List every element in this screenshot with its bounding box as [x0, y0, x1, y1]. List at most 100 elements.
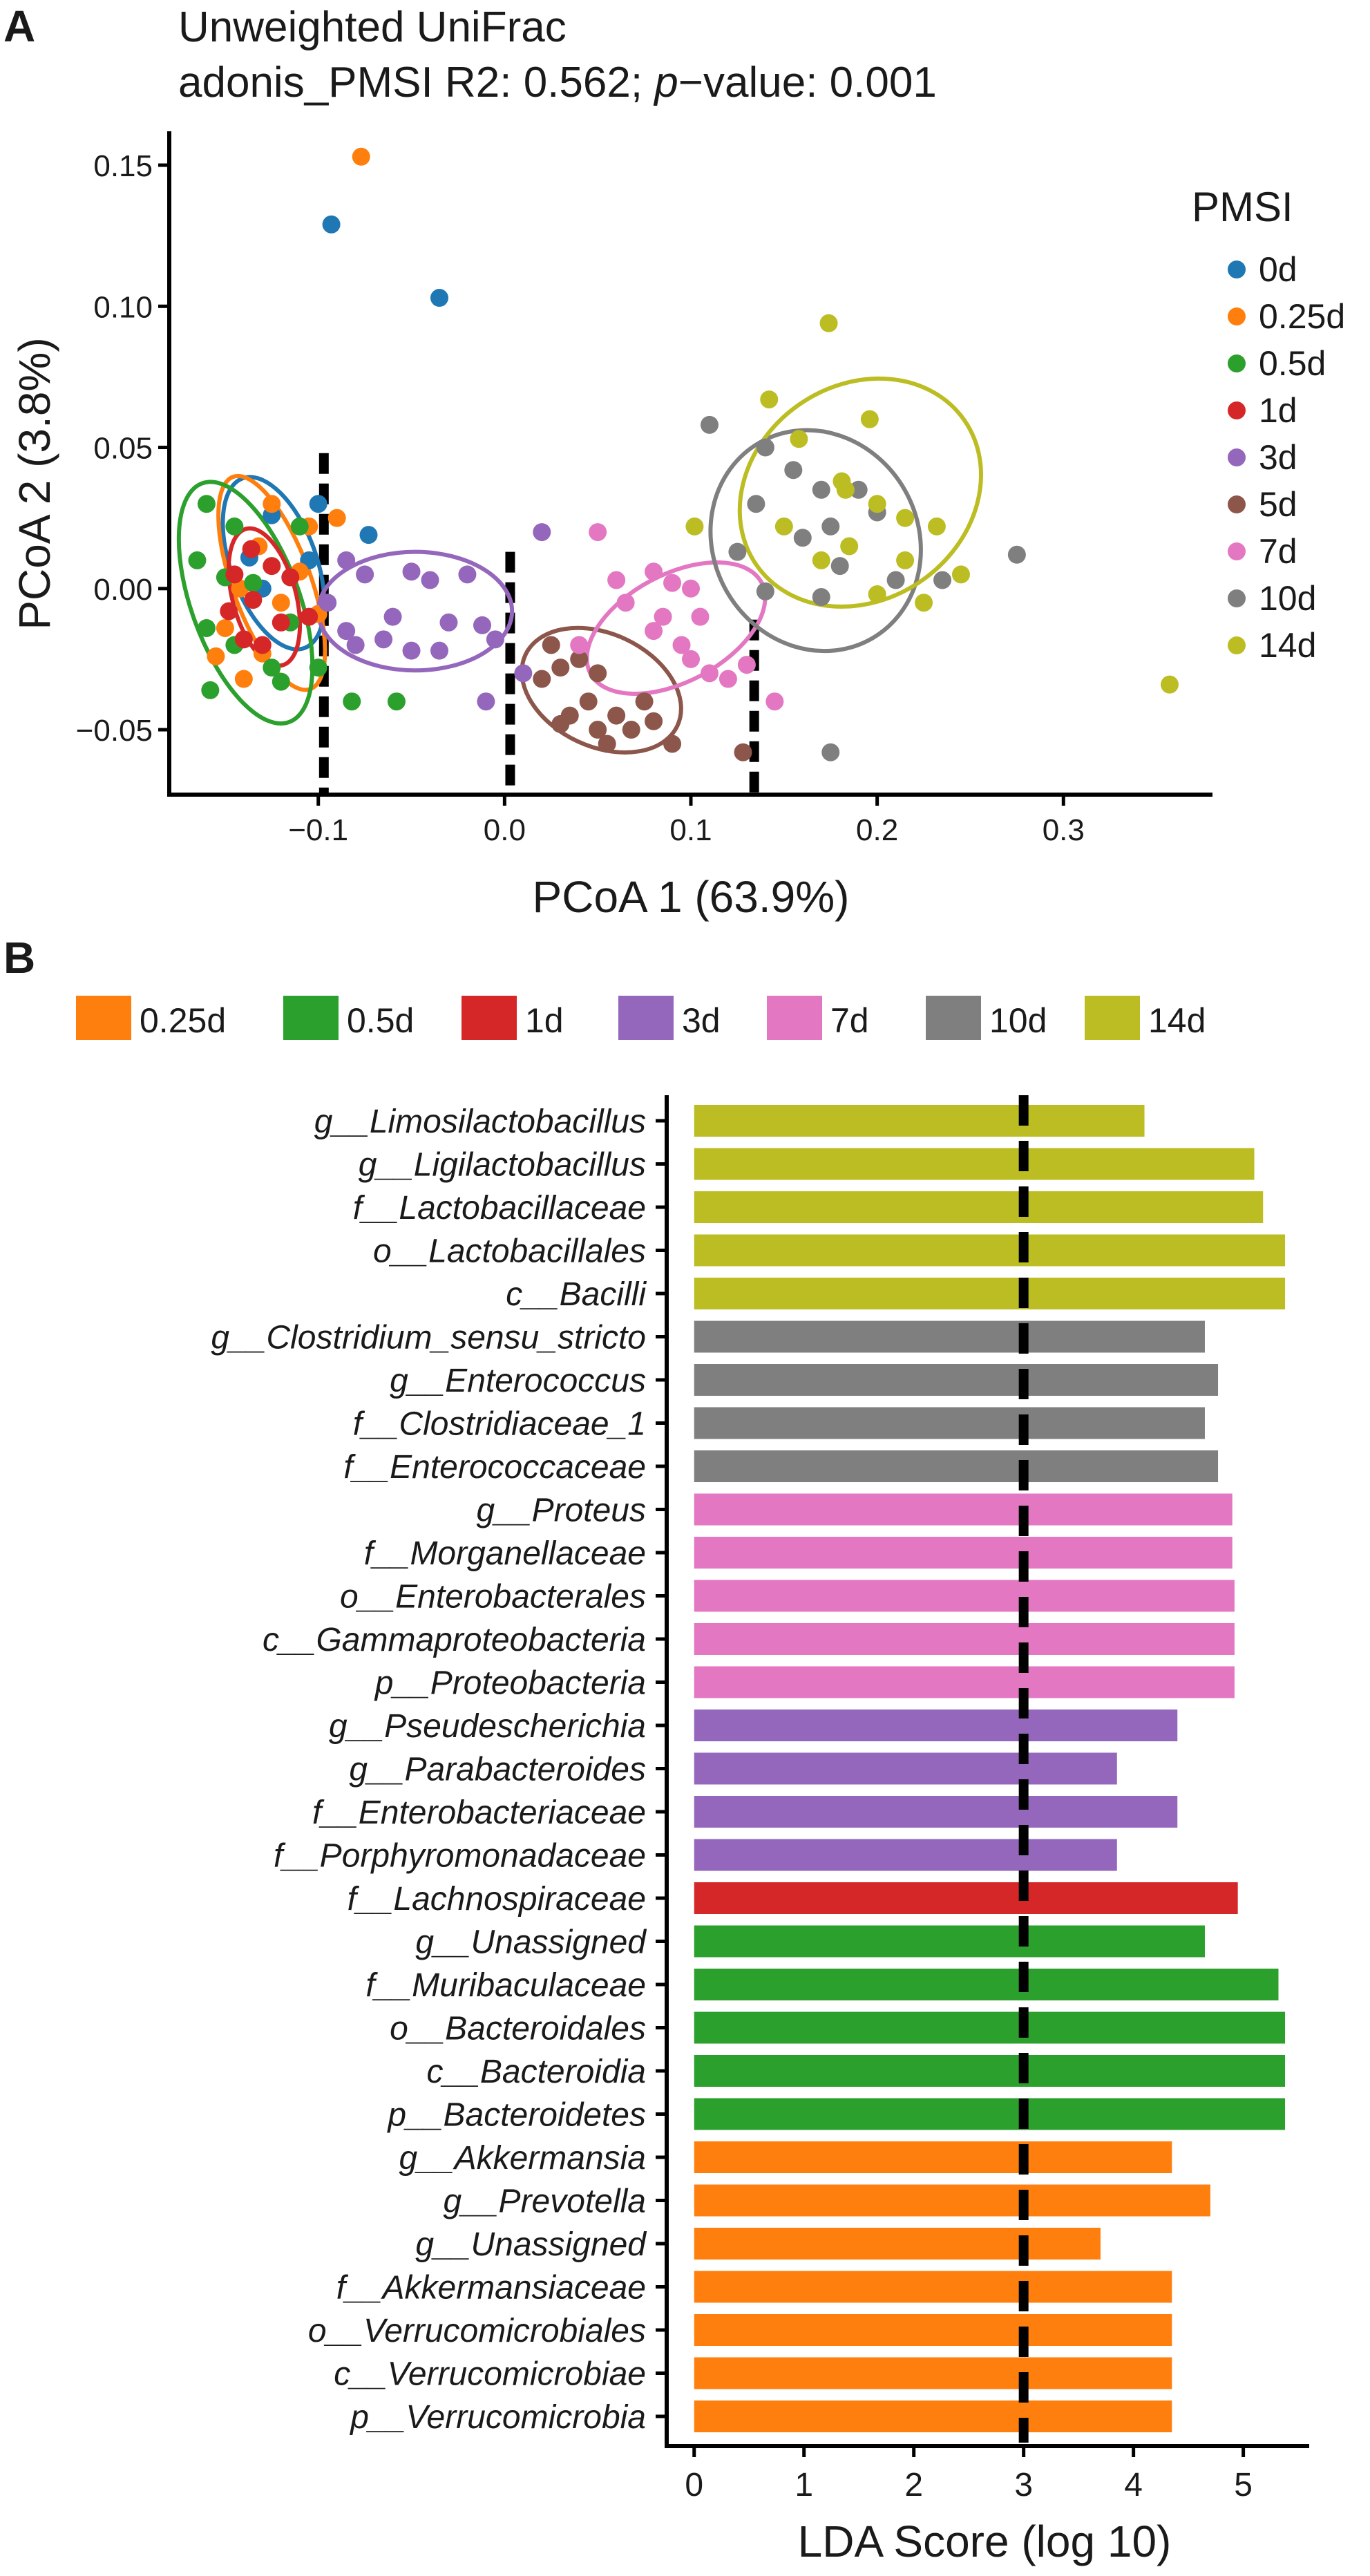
lda-legend-key-0-25d [76, 996, 131, 1040]
point-5d-3 [570, 650, 589, 668]
taxon-label-19: f__Lachnospiraceae [348, 1881, 646, 1917]
point-5d-16 [734, 743, 752, 761]
point-3d-2 [356, 565, 374, 584]
legend-key-5d [1228, 495, 1246, 513]
taxon-label-29: o__Verrucomicrobiales [308, 2313, 646, 2349]
pcoa-x-tick-label: 0.0 [484, 813, 526, 847]
pcoa-subtitle: adonis_PMSI R2: 0.562; p−value: 0.001 [178, 59, 937, 106]
taxon-label-27: g__Unassigned [415, 2226, 647, 2263]
lda-bar-22 [694, 2011, 1286, 2044]
point-10d-8 [793, 529, 812, 547]
point-5d-13 [598, 735, 616, 753]
lda-legend-label-0-25d: 0.25d [140, 1001, 226, 1040]
point-7d-8 [672, 636, 691, 654]
point-10d-1 [700, 415, 719, 434]
lda-bar-15 [694, 1710, 1178, 1741]
taxon-label-22: o__Bacteroidales [390, 2011, 646, 2047]
point-14d-10 [812, 551, 830, 569]
pcoa-subtitle-italic: p [653, 59, 678, 106]
lda-bar-6 [694, 1320, 1205, 1353]
point-10d-11 [886, 571, 905, 589]
pcoa-x-tick-label: −0.1 [288, 813, 348, 847]
point-5d-9 [635, 692, 654, 711]
taxon-label-26: g__Prevotella [443, 2184, 646, 2220]
lda-bar-5 [694, 1278, 1286, 1309]
ellipse-14d [737, 376, 983, 609]
pmsi-legend: PMSI 0d 0.25d 0.5d 1d 3d 5d 7d 10d 14d [1192, 184, 1345, 665]
point-3d-1 [337, 551, 356, 569]
point-14d-12 [896, 551, 915, 569]
point-1d-8 [253, 636, 272, 654]
point-0-25d-9 [216, 618, 234, 637]
point-0-5d-1 [197, 495, 216, 513]
point-10d-3 [784, 461, 803, 480]
lda-legend-label-1d: 1d [525, 1001, 564, 1040]
point-7d-14 [654, 607, 672, 626]
point-0-5d-5 [244, 574, 263, 592]
point-3d-6 [383, 607, 402, 626]
point-14d-6 [868, 495, 886, 513]
lda-x-tick-label: 0 [685, 2467, 703, 2503]
legend-key-3d [1228, 448, 1246, 466]
lda-bar-27 [694, 2228, 1101, 2260]
lda-legend-key-14d [1085, 996, 1140, 1040]
taxon-label-16: g__Parabacteroides [349, 1752, 646, 1788]
point-7d-4 [663, 574, 682, 592]
point-3d-16 [514, 664, 533, 683]
pcoa-subtitle-suffix: −value: 0.001 [678, 59, 937, 106]
lda-legend-key-3d [618, 996, 674, 1040]
point-10d-15 [1007, 545, 1026, 564]
point-14d-3 [860, 410, 879, 428]
point-3d-3 [402, 562, 421, 581]
point-14d-15 [915, 594, 933, 612]
point-14d-13 [951, 565, 970, 584]
taxon-label-3: f__Lactobacillaceae [353, 1190, 646, 1227]
lda-bar-26 [694, 2184, 1210, 2217]
taxon-label-1: g__Limosilactobacillus [314, 1104, 646, 1140]
taxon-label-11: f__Morganellaceae [364, 1535, 646, 1572]
point-7d-12 [737, 656, 756, 674]
panel-a: A Unweighted UniFrac adonis_PMSI R2: 0.5… [3, 1, 1345, 922]
point-7d-5 [682, 579, 700, 598]
lda-bar-14 [694, 1666, 1235, 1698]
point-0-25d-8 [272, 594, 290, 612]
taxon-label-30: c__Verrucomicrobiae [334, 2356, 646, 2393]
taxon-label-17: f__Enterobacteriaceae [312, 1794, 646, 1831]
point-14d-8 [927, 517, 946, 536]
legend-label-5d: 5d [1259, 485, 1297, 524]
point-0d-5 [359, 526, 378, 544]
pcoa-y-tick-label: −0.05 [76, 714, 153, 748]
point-14d-18 [1160, 675, 1179, 694]
point-5d-6 [579, 692, 598, 711]
point-3d-8 [473, 616, 491, 634]
lda-x-tick-label: 2 [904, 2467, 923, 2503]
lda-bar-13 [694, 1623, 1235, 1655]
point-0d-2 [430, 289, 448, 307]
lda-bar-9 [694, 1450, 1219, 1482]
taxon-label-10: g__Proteus [476, 1493, 646, 1529]
taxon-label-18: f__Porphyromonadaceae [274, 1838, 646, 1875]
pcoa-axes: −0.1 0.0 0.1 0.2 0.3 0.15 0.10 0.05 0.00 −0.05 [76, 131, 1212, 847]
lda-bar-1 [694, 1105, 1145, 1137]
panel-b: B 0.25d 0.5d 1d 3d 7d 10d 14d g__Limosilactoba… [3, 933, 1309, 2566]
legend-key-0d [1228, 261, 1246, 278]
point-0-5d-3 [188, 551, 207, 569]
point-7d-3 [645, 562, 663, 581]
pcoa-x-tick-label: 0.2 [856, 813, 898, 847]
point-1d-1 [242, 540, 260, 558]
lda-axes: 0 1 2 3 4 5 [656, 1095, 1309, 2503]
taxon-label-8: f__Clostridiaceae_1 [353, 1406, 646, 1443]
lda-x-tick-label: 5 [1234, 2467, 1253, 2503]
lda-x-tick-label: 4 [1124, 2467, 1143, 2503]
legend-key-0-5d [1228, 354, 1246, 372]
point-5d-14 [663, 735, 682, 753]
lda-bar-29 [694, 2314, 1172, 2346]
lda-legend-label-0-5d: 0.5d [347, 1001, 414, 1040]
lda-bar-4 [694, 1234, 1286, 1267]
lda-bar-12 [694, 1580, 1235, 1612]
point-3d-13 [430, 641, 448, 660]
point-5d-4 [589, 664, 607, 683]
point-3d-7 [439, 613, 458, 632]
lda-bars [694, 1105, 1286, 2432]
point-3d-18 [346, 636, 365, 654]
